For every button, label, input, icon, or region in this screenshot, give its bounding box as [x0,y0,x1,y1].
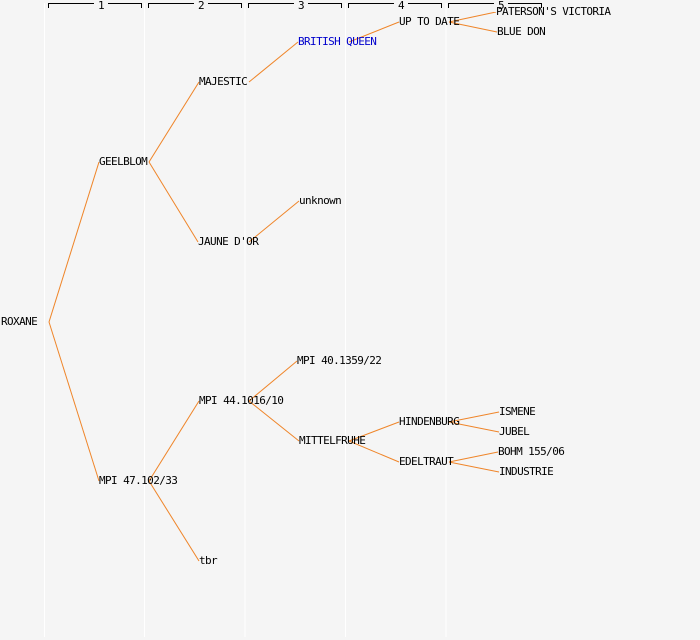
generation-number-3: 3 [293,0,309,12]
node-patersons-victoria[interactable]: PATERSON'S VICTORIA [496,5,611,18]
edge-mpi-44-1016-10-to-mittelfruhe [248,400,300,442]
edge-edeltraut-to-bohm-155-06 [448,451,499,463]
generation-number-4: 4 [393,0,409,12]
node-geelblom[interactable]: GEELBLOM [99,155,148,168]
node-jubel[interactable]: JUBEL [499,425,530,438]
node-edeltraut[interactable]: EDELTRAUT [399,455,454,468]
edge-mpi-47-102-33-to-mpi-44-1016-10 [148,400,200,482]
node-tbr[interactable]: tbr [199,554,218,567]
node-unknown[interactable]: unknown [299,194,342,207]
node-mpi-47-102-33[interactable]: MPI 47.102/33 [99,474,178,487]
generation-number-1: 1 [93,0,109,12]
edge-hindenburg-to-jubel [448,421,500,433]
edge-geelblom-to-majestic [148,81,200,163]
node-roxane[interactable]: ROXANE [1,315,38,328]
edge-mpi-44-1016-10-to-mpi-40-1359-22 [248,360,298,402]
node-hindenburg[interactable]: HINDENBURG [399,415,460,428]
edge-geelblom-to-jaune-d-or [148,161,199,243]
edge-edeltraut-to-industrie [448,461,500,473]
node-majestic[interactable]: MAJESTIC [199,75,248,88]
edge-mittelfruhe-to-edeltraut [348,440,400,463]
edge-hindenburg-to-ismene [448,411,500,423]
edge-roxane-to-geelblom [48,161,100,323]
generation-number-5: 5 [493,0,509,12]
node-mittelfruhe[interactable]: MITTELFRUHE [299,434,366,447]
node-bohm-155-06[interactable]: BOHM 155/06 [498,445,565,458]
node-british-queen[interactable]: BRITISH QUEEN [298,35,377,48]
edge-mpi-47-102-33-to-tbr [148,480,200,562]
node-up-to-date[interactable]: UP TO DATE [399,15,460,28]
node-jaune-d-or[interactable]: JAUNE D'OR [198,235,259,248]
edge-mittelfruhe-to-hindenburg [348,421,400,442]
edge-up-to-date-to-blue-don [448,21,498,33]
edge-majestic-to-british-queen [248,41,299,83]
node-mpi-44-1016-10[interactable]: MPI 44.1016/10 [199,394,284,407]
node-mpi-40-1359-22[interactable]: MPI 40.1359/22 [297,354,382,367]
edge-jaune-d-or-to-unknown [248,200,300,243]
edge-roxane-to-mpi-47-102-33 [48,321,100,482]
edge-british-queen-to-up-to-date [348,21,400,43]
node-industrie[interactable]: INDUSTRIE [499,465,554,478]
edge-up-to-date-to-patersons-victoria [448,11,497,23]
node-ismene[interactable]: ISMENE [499,405,536,418]
generation-number-2: 2 [193,0,209,12]
node-blue-don[interactable]: BLUE DON [497,25,546,38]
